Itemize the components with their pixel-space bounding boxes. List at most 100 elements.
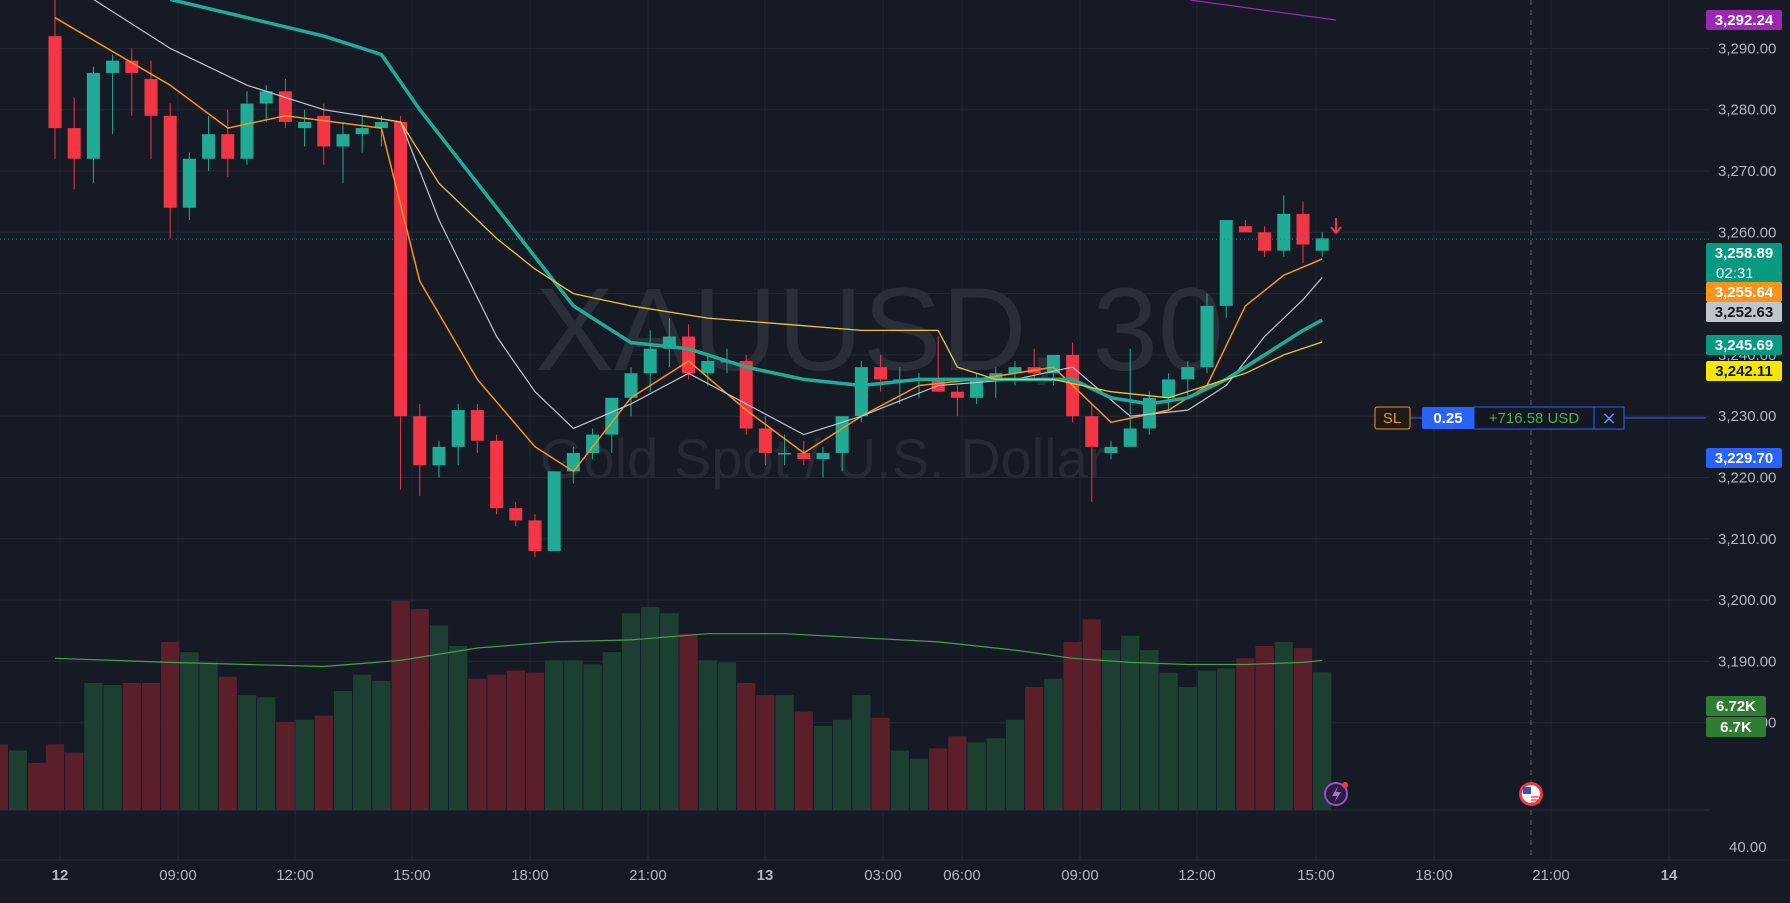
candle-body bbox=[586, 434, 600, 453]
price-tick-label: 3,200.00 bbox=[1718, 592, 1776, 609]
candle-body bbox=[1104, 446, 1118, 453]
time-tick-label: 09:00 bbox=[1061, 867, 1099, 884]
candle-body bbox=[125, 60, 139, 73]
candle-body bbox=[432, 446, 446, 466]
time-tick-label: 03:00 bbox=[864, 867, 902, 884]
time-tick-label: 06:00 bbox=[943, 867, 981, 884]
volume-bar bbox=[218, 676, 237, 810]
volume-bar bbox=[410, 609, 429, 810]
candle-body bbox=[355, 128, 369, 135]
volume-bar bbox=[1025, 687, 1044, 810]
ma-line bbox=[362, 115, 1323, 399]
time-tick-label: 21:00 bbox=[1532, 867, 1570, 884]
time-tick-label: 12 bbox=[52, 867, 69, 884]
volume-badge bbox=[1706, 717, 1766, 737]
notification-dot-icon bbox=[1342, 782, 1348, 788]
volume-bar bbox=[641, 607, 660, 810]
flag-canton-icon bbox=[1523, 787, 1531, 794]
price-badge-value: 3,229.70 bbox=[1715, 450, 1773, 467]
ma-line bbox=[54, 633, 1323, 668]
candle-body bbox=[1238, 226, 1252, 233]
volume-bar bbox=[122, 682, 141, 810]
volume-bar bbox=[468, 678, 487, 810]
ma-line bbox=[169, 0, 1324, 406]
volume-bar bbox=[1005, 719, 1025, 810]
candle-body bbox=[413, 416, 427, 466]
volume-bar bbox=[986, 738, 1005, 810]
volume-bar bbox=[737, 682, 756, 810]
volume-bar bbox=[1197, 670, 1217, 810]
time-tick-label: 12:00 bbox=[276, 867, 314, 884]
price-badges: 3,292.24 3,258.89 02:31 3,255.64 3,252.63 3,2… bbox=[1706, 10, 1782, 737]
price-tick-label: 3,230.00 bbox=[1718, 408, 1776, 425]
price-tick-label: 3,280.00 bbox=[1718, 102, 1776, 119]
candle-body bbox=[643, 348, 657, 374]
price-badge bbox=[1706, 448, 1782, 468]
time-axis[interactable]: 12 09:00 12:00 15:00 18:00 21:00 13 03:00 06:00 0… bbox=[52, 867, 1678, 884]
candle-body bbox=[202, 134, 216, 159]
volume-bar bbox=[813, 725, 833, 810]
volume-bar bbox=[103, 684, 122, 810]
candle-body bbox=[144, 79, 158, 116]
candle-body bbox=[259, 91, 273, 104]
candle-body bbox=[1085, 416, 1099, 447]
volume-badge-value: 6.7K bbox=[1720, 719, 1752, 736]
price-badge-value: 3,258.89 bbox=[1715, 245, 1773, 262]
position-line[interactable]: SL 0.25 +716.58 USD × bbox=[1374, 406, 1706, 430]
volume-bar bbox=[9, 750, 27, 810]
candle-body bbox=[835, 416, 849, 453]
candle-body bbox=[240, 103, 254, 159]
volume-bar bbox=[1063, 641, 1082, 810]
volume-bar bbox=[1082, 619, 1101, 810]
lightning-glyph-icon bbox=[1332, 786, 1341, 803]
close-icon: × bbox=[1601, 408, 1616, 429]
candle-body bbox=[739, 361, 753, 429]
candle-body bbox=[528, 520, 542, 552]
volume-bar bbox=[909, 758, 929, 810]
candle-body bbox=[336, 134, 350, 147]
candle-body bbox=[1142, 397, 1156, 429]
candle-body bbox=[547, 471, 561, 552]
price-tick-label: 3,270.00 bbox=[1718, 163, 1776, 180]
volume-bar bbox=[84, 682, 103, 810]
volume-bar bbox=[948, 736, 967, 810]
time-tick-label: 09:00 bbox=[159, 867, 197, 884]
volume-bar bbox=[1178, 687, 1197, 810]
sl-tag bbox=[1374, 406, 1411, 430]
volume-bar bbox=[257, 697, 276, 810]
event-markers[interactable] bbox=[1324, 782, 1543, 806]
volume-bar bbox=[180, 652, 199, 810]
volume-bar bbox=[794, 711, 813, 810]
candle-body bbox=[797, 452, 811, 460]
volume-bar bbox=[141, 682, 161, 810]
volume-bar bbox=[583, 664, 602, 810]
volume-bar bbox=[756, 695, 775, 810]
position-qty-box bbox=[1422, 407, 1474, 430]
candle-body bbox=[758, 428, 772, 453]
volume-bar bbox=[487, 674, 506, 810]
price-badge bbox=[1706, 10, 1782, 30]
candle-body bbox=[1046, 354, 1060, 374]
volume-bar bbox=[391, 600, 410, 810]
candle-body bbox=[451, 410, 465, 447]
volume-bar bbox=[621, 613, 641, 810]
time-tick-label: 12:00 bbox=[1178, 867, 1216, 884]
volume-bar bbox=[449, 646, 468, 810]
candle-body bbox=[1277, 213, 1291, 251]
volume-bar bbox=[833, 719, 852, 810]
volume-bar bbox=[871, 717, 890, 810]
candle-body bbox=[970, 379, 984, 398]
volume-bar bbox=[660, 613, 679, 810]
moving-average-lines bbox=[0, 0, 1710, 668]
volume-bar bbox=[1140, 650, 1159, 810]
volume-bar bbox=[45, 744, 65, 810]
volume-badge bbox=[1706, 696, 1766, 716]
price-badge bbox=[1706, 335, 1782, 355]
volume-bar bbox=[775, 695, 794, 810]
volume-bar bbox=[1255, 646, 1274, 810]
candle-body bbox=[317, 115, 331, 147]
price-tick-label: 3,210.00 bbox=[1718, 531, 1776, 548]
volume-bars bbox=[0, 600, 1332, 810]
volume-bar bbox=[1044, 678, 1063, 810]
